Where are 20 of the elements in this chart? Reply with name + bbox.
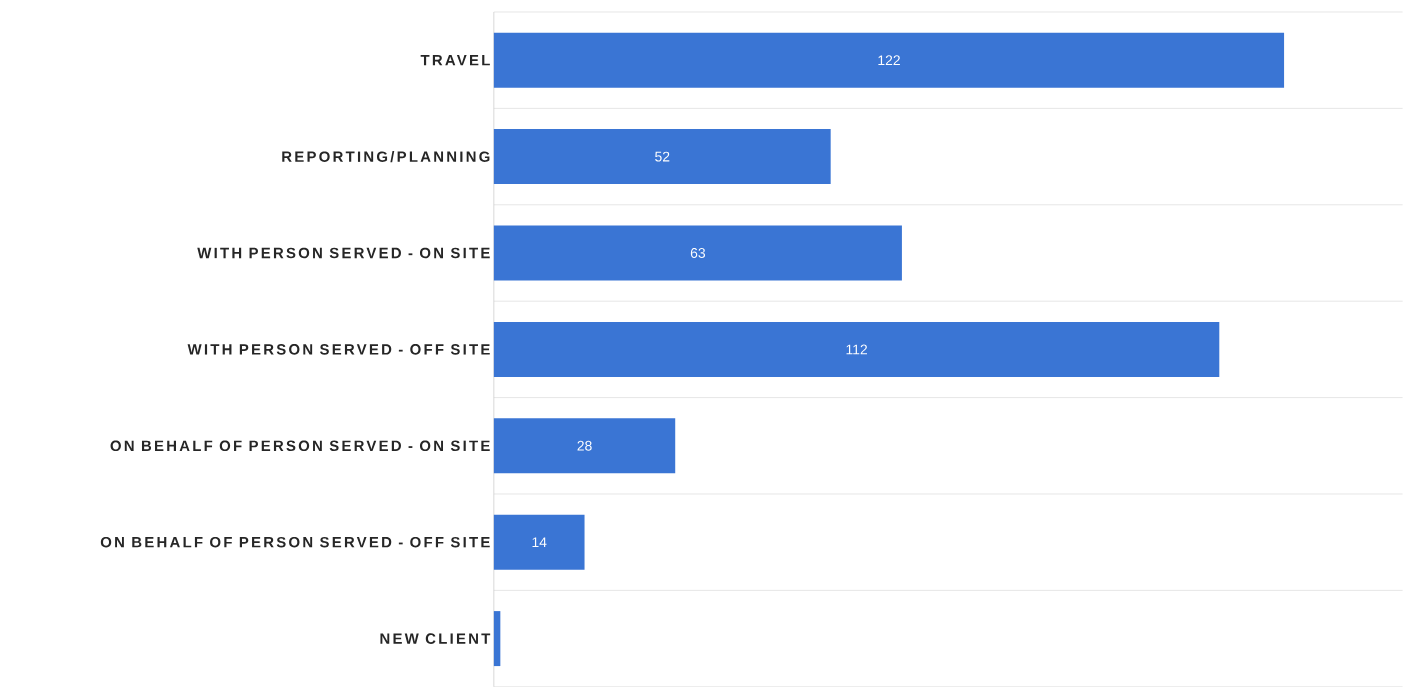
y-tick-label: WITH PERSON SERVED - ON SITE (197, 247, 490, 259)
data-label: 112 (846, 344, 867, 355)
y-tick-label: REPORTING/PLANNING (282, 150, 490, 163)
data-label: 52 (655, 151, 670, 162)
bar (493, 611, 501, 666)
data-label: 63 (690, 247, 706, 258)
data-label: 14 (532, 537, 547, 547)
y-tick-label: TRAVEL (420, 54, 490, 66)
y-tick-label: ON BEHALF OF PERSON SERVED - ON SITE (110, 440, 490, 451)
bar (493, 514, 585, 570)
y-tick-label: WITH PERSON SERVED - OFF SITE (187, 344, 490, 355)
bar (493, 225, 902, 281)
data-label: 122 (878, 55, 900, 65)
bar (493, 321, 1220, 377)
y-tick-label: ON BEHALF OF PERSON SERVED - OFF SITE (100, 536, 490, 548)
bar (493, 129, 831, 184)
bar (493, 418, 676, 474)
y-tick-label: NEW CLIENT (380, 633, 491, 644)
bar (493, 32, 1285, 88)
data-label: 28 (577, 440, 592, 451)
